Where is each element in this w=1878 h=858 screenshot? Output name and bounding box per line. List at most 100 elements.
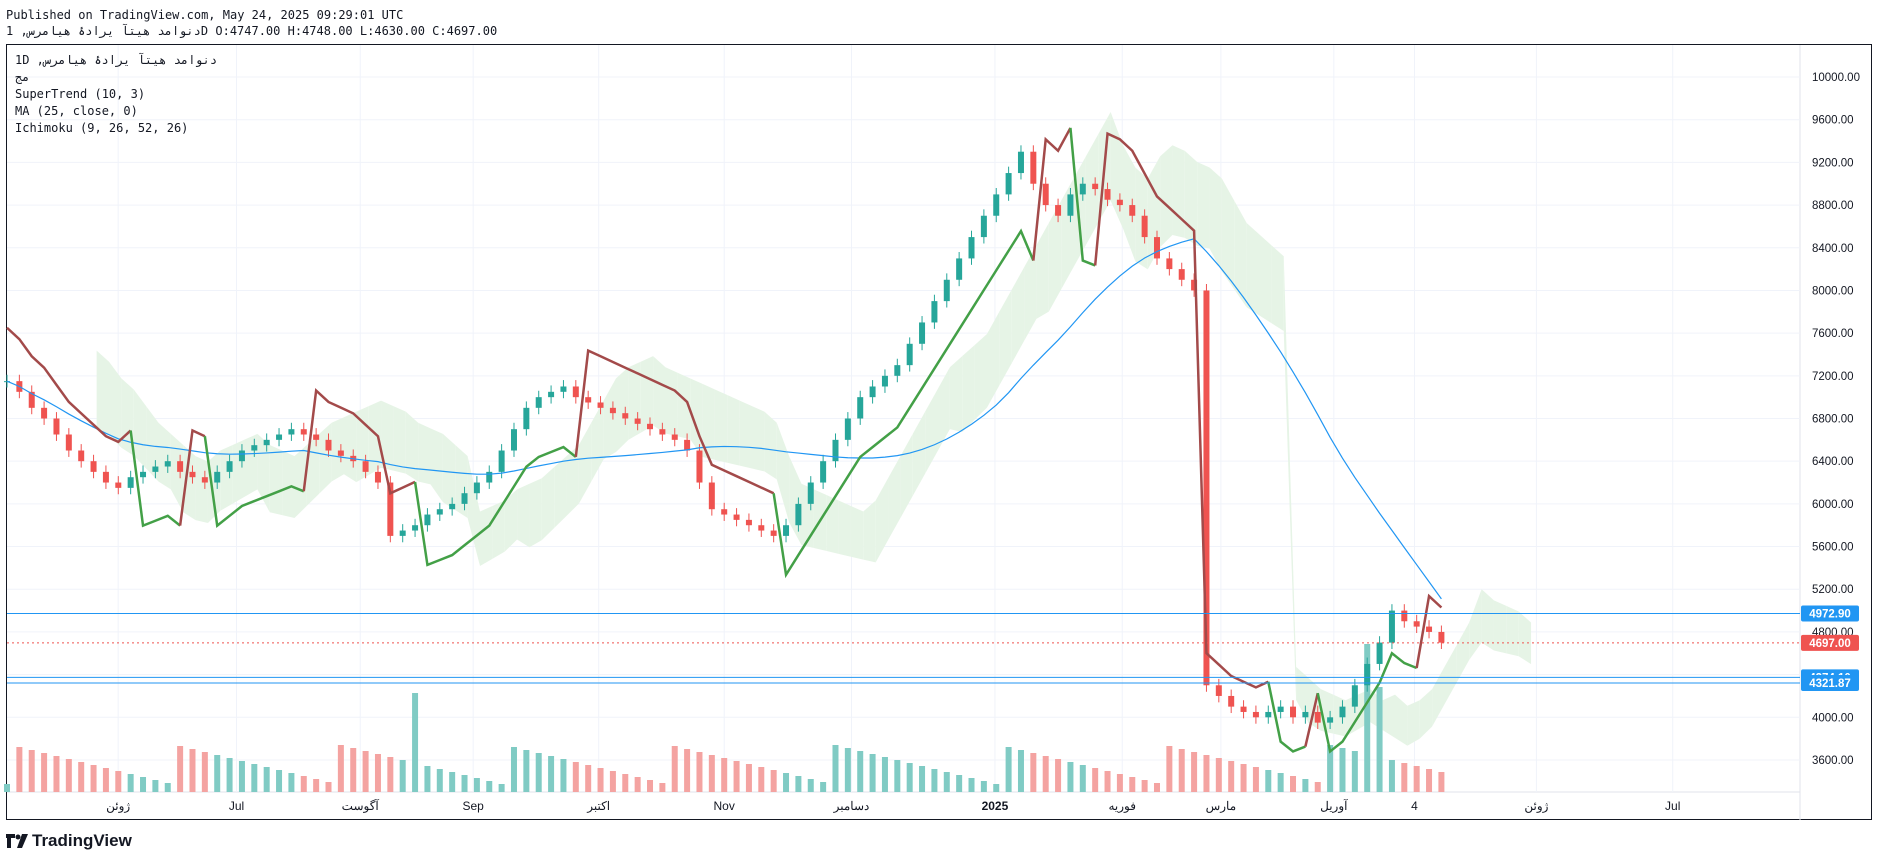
ichimoku-cloud-segment <box>677 372 691 440</box>
volume-bar <box>622 774 629 792</box>
candle-body <box>1302 711 1309 718</box>
ichimoku-cloud-segment <box>1135 167 1148 270</box>
ichimoku-cloud-segment <box>405 411 419 482</box>
volume-bar <box>733 761 740 792</box>
legend-ichimoku[interactable]: Ichimoku (9, 26, 52, 26) <box>15 121 189 135</box>
volume-bar <box>560 759 567 792</box>
candle-body <box>226 461 233 472</box>
ichimoku-cloud-segment <box>418 422 431 485</box>
volume-bar <box>869 754 876 792</box>
volume-bar <box>399 760 406 792</box>
candle-body <box>41 407 48 419</box>
volume-bar <box>1116 774 1123 792</box>
ichimoku-cloud-segment <box>752 406 765 472</box>
candle-body <box>560 386 567 392</box>
level-price-tag-label: 4321.87 <box>1809 678 1851 690</box>
volume-bar <box>770 770 777 792</box>
ichimoku-cloud-segment <box>1184 150 1198 246</box>
chart-frame[interactable] <box>6 44 1872 820</box>
ichimoku-cloud-segment <box>1382 694 1396 738</box>
ichimoku-cloud-segment <box>1444 644 1457 705</box>
candle-body <box>1153 237 1160 259</box>
x-tick-label: دسامبر <box>833 799 870 813</box>
ichimoku-cloud-segment <box>1011 267 1025 364</box>
candle-body <box>671 434 678 440</box>
volume-bar <box>1314 782 1321 792</box>
volume-bar <box>671 746 678 792</box>
volume-bar <box>647 780 654 792</box>
ichimoku-cloud-segment <box>937 367 950 452</box>
ichimoku-cloud-segment <box>504 489 518 552</box>
candle-body <box>980 215 987 238</box>
volume-bar <box>201 752 208 792</box>
volume-bar <box>374 754 381 792</box>
ichimoku-cloud-segment <box>158 422 171 490</box>
candle-body <box>510 429 517 451</box>
ichimoku-cloud-segment <box>1122 145 1136 262</box>
volume-bar <box>1265 770 1272 792</box>
ichimoku-cloud-segment <box>850 506 864 560</box>
candle-body <box>424 514 431 526</box>
legend-symbol[interactable]: 1D ,دنوامد هیتآ یرادۀ هیامرس <box>15 53 218 67</box>
volume-bar <box>498 784 505 792</box>
legend-ma[interactable]: MA (25, close, 0) <box>15 104 138 118</box>
ichimoku-cloud-segment <box>1493 600 1507 654</box>
candle-body <box>374 471 381 483</box>
candle-body <box>1314 711 1321 723</box>
symbol-ohlc-line: دنوامد هیتآ یرادۀ هیامرس, 1D O:4747.00 H… <box>6 24 497 38</box>
ichimoku-cloud-segment <box>1110 112 1123 229</box>
y-tick-label: 7200.00 <box>1812 371 1854 383</box>
candle-body <box>708 482 715 510</box>
volume-bar <box>41 753 48 792</box>
volume-bar <box>1302 779 1309 792</box>
candle-body <box>313 434 320 440</box>
tradingview-logo[interactable]: TradingView <box>6 831 132 851</box>
volume-bar <box>152 780 159 792</box>
volume-bar <box>1426 769 1433 792</box>
candle-body <box>1376 642 1383 664</box>
volume-bar <box>535 753 542 792</box>
volume-bar <box>1079 765 1086 792</box>
candle-body <box>1005 173 1012 195</box>
y-tick-label: 6800.00 <box>1812 414 1854 426</box>
volume-bar <box>214 755 221 792</box>
volume-bar <box>53 756 60 792</box>
candle-body <box>152 466 159 472</box>
candle-body <box>140 471 147 478</box>
candle-body <box>115 482 122 488</box>
volume-bar <box>251 764 258 792</box>
y-tick-label: 6400.00 <box>1812 456 1854 468</box>
ichimoku-cloud-segment <box>1259 234 1272 324</box>
volume-bar <box>1178 749 1185 792</box>
volume-bar <box>980 781 987 792</box>
volume-bar <box>1327 745 1334 792</box>
volume-bar <box>115 771 122 792</box>
ichimoku-cloud-segment <box>109 361 122 448</box>
candle-body <box>1351 685 1358 707</box>
candle-body <box>807 482 814 504</box>
x-tick-label: Sep <box>463 799 485 813</box>
volume-bar <box>993 784 1000 792</box>
legend-supertrend[interactable]: SuperTrend (10, 3) <box>15 87 146 101</box>
candle-body <box>1364 663 1371 686</box>
volume-bar <box>684 749 691 792</box>
candle-body <box>943 279 950 302</box>
volume-bar <box>956 775 963 792</box>
volume-bar <box>1203 755 1210 792</box>
x-tick-label: ژوئن <box>106 799 130 813</box>
candle-body <box>28 391 35 408</box>
candle-body <box>609 407 616 414</box>
volume-bar <box>696 752 703 792</box>
candle-body <box>498 450 505 472</box>
ichimoku-cloud-segment <box>220 444 233 511</box>
candle-body <box>449 503 456 510</box>
candle-body <box>1116 199 1123 206</box>
volume-bar <box>226 758 233 792</box>
ichimoku-cloud-segment <box>381 400 394 471</box>
x-tick-label: آگوست <box>342 798 380 813</box>
candle-body <box>634 418 641 424</box>
candle-body <box>659 429 666 435</box>
supertrend-down-line <box>1304 692 1319 747</box>
candle-body <box>1017 151 1024 174</box>
